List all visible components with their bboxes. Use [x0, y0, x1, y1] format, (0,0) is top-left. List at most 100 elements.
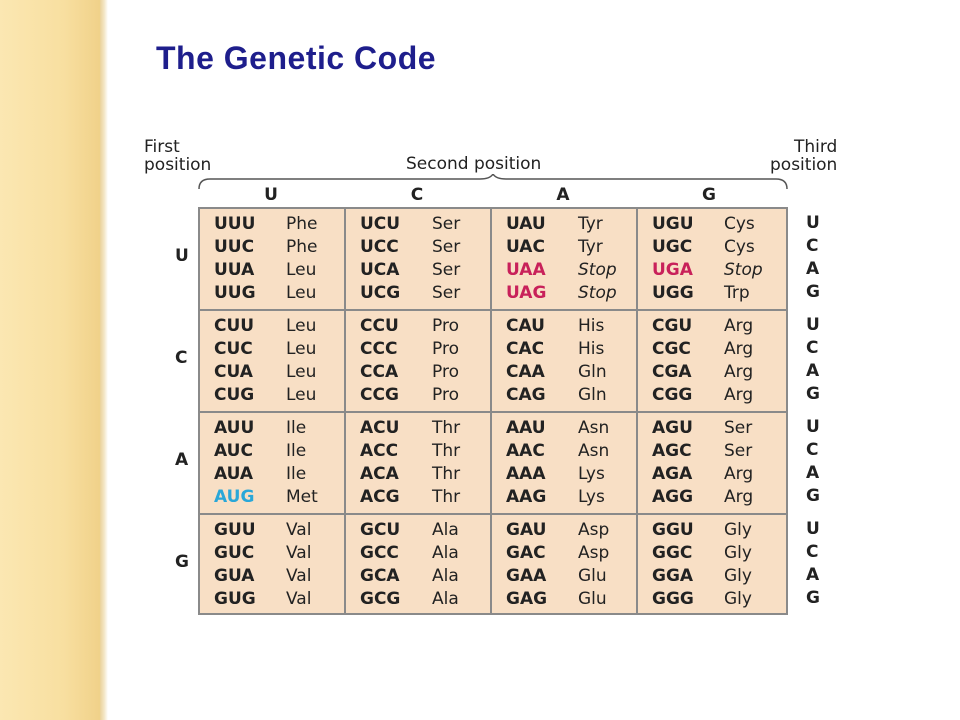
second-position-label-u: U — [264, 185, 278, 205]
amino-acid-thr: Thr — [432, 418, 461, 438]
amino-acid-arg: Arg — [724, 362, 754, 382]
codon-aca: ACA — [360, 464, 399, 484]
codon-ucu: UCU — [360, 214, 401, 234]
amino-acid-ile: Ile — [286, 464, 307, 484]
codon-cell: AUU Ile AUC Ile AUA Ile AUG Met — [200, 413, 344, 513]
amino-acid-trp: Trp — [724, 283, 750, 303]
codon-gca: GCA — [360, 566, 400, 586]
amino-acid-ser: Ser — [432, 237, 461, 257]
row-divider — [200, 513, 786, 515]
third-position-label-c: C — [806, 440, 819, 460]
codon-gcc: GCC — [360, 543, 399, 563]
amino-acid-arg: Arg — [724, 487, 754, 507]
amino-acid-arg: Arg — [724, 464, 754, 484]
amino-acid-arg: Arg — [724, 316, 754, 336]
codon-aua: AUA — [214, 464, 254, 484]
codon-ggg: GGG — [652, 589, 694, 609]
codon-cag: CAG — [506, 385, 546, 405]
codon-table: UUU Phe UUC Phe UUA Leu UUG Leu UCU Ser UCC Ser UCA S… — [198, 207, 788, 615]
first-position-label-c: C — [175, 348, 188, 368]
codon-uca: UCA — [360, 260, 400, 280]
codon-uag: UAG — [506, 283, 547, 303]
codon-ccu: CCU — [360, 316, 399, 336]
second-position-label-c: C — [410, 185, 424, 205]
codon-uuc: UUC — [214, 237, 255, 257]
first-position-label-u: U — [175, 246, 189, 266]
amino-acid-pro: Pro — [432, 316, 459, 336]
amino-acid-leu: Leu — [286, 283, 317, 303]
amino-acid-leu: Leu — [286, 362, 317, 382]
codon-gug: GUG — [214, 589, 256, 609]
codon-uac: UAC — [506, 237, 545, 257]
amino-acid-ala: Ala — [432, 543, 459, 563]
codon-aug: AUG — [214, 487, 255, 507]
codon-agu: AGU — [652, 418, 693, 438]
codon-gaa: GAA — [506, 566, 547, 586]
codon-gga: GGA — [652, 566, 694, 586]
codon-gau: GAU — [506, 520, 547, 540]
third-position-line-1: Third — [793, 137, 838, 157]
codon-acc: ACC — [360, 441, 399, 461]
codon-uaa: UAA — [506, 260, 546, 280]
amino-acid-arg: Arg — [724, 385, 754, 405]
codon-cell: UUU Phe UUC Phe UUA Leu UUG Leu — [200, 209, 344, 309]
codon-cell: UAU Tyr UAC Tyr UAA Stop UAG Stop — [492, 209, 636, 309]
codon-acu: ACU — [360, 418, 400, 438]
first-position-label-g: G — [175, 552, 189, 572]
first-position-line-1: First — [144, 137, 180, 157]
amino-acid-his: His — [578, 316, 605, 336]
amino-acid-asn: Asn — [578, 418, 610, 438]
codon-cell: CAU His CAC His CAA Gln CAG Gln — [492, 311, 636, 411]
codon-cug: CUG — [214, 385, 255, 405]
codon-cau: CAU — [506, 316, 545, 336]
row-divider — [200, 309, 786, 311]
codon-ccg: CCG — [360, 385, 399, 405]
third-position-line-2: position — [770, 155, 838, 175]
first-position-label-a: A — [175, 450, 189, 470]
amino-acid-leu: Leu — [286, 385, 317, 405]
codon-auc: AUC — [214, 441, 253, 461]
amino-acid-leu: Leu — [286, 260, 317, 280]
codon-guu: GUU — [214, 520, 256, 540]
amino-acid-cys: Cys — [724, 214, 755, 234]
amino-acid-val: Val — [286, 589, 312, 609]
slide-side-band — [0, 0, 106, 720]
third-position-label-c: C — [806, 236, 819, 256]
codon-uua: UUA — [214, 260, 255, 280]
third-position-label-a: A — [806, 565, 820, 585]
third-position-label-u: U — [806, 519, 820, 539]
amino-acid-lys: Lys — [578, 487, 605, 507]
codon-aga: AGA — [652, 464, 693, 484]
codon-cell: AGU Ser AGC Ser AGA Arg AGG Arg — [638, 413, 782, 513]
codon-cell: UGU Cys UGC Cys UGA Stop UGG Trp — [638, 209, 782, 309]
codon-cell: AAU Asn AAC Asn AAA Lys AAG Lys — [492, 413, 636, 513]
third-position-label-g: G — [806, 588, 820, 608]
third-position-label-g: G — [806, 282, 820, 302]
third-position-label-u: U — [806, 213, 820, 233]
codon-ucc: UCC — [360, 237, 399, 257]
codon-cell: CUU Leu CUC Leu CUA Leu CUG Leu — [200, 311, 344, 411]
codon-cac: CAC — [506, 339, 545, 359]
amino-acid-thr: Thr — [432, 487, 461, 507]
third-position-label-a: A — [806, 361, 820, 381]
codon-gua: GUA — [214, 566, 255, 586]
amino-acid-ser: Ser — [724, 441, 753, 461]
amino-acid-ser: Ser — [432, 260, 461, 280]
third-position-label-u: U — [806, 417, 820, 437]
amino-acid-stop: Stop — [578, 260, 617, 280]
first-position-line-2: position — [144, 155, 212, 175]
third-position-label-a: A — [806, 463, 820, 483]
second-position-label-g: G — [702, 185, 716, 205]
codon-agg: AGG — [652, 487, 694, 507]
codon-cell: CGU Arg CGC Arg CGA Arg CGG Arg — [638, 311, 782, 411]
amino-acid-gly: Gly — [724, 589, 752, 609]
codon-cell: GUU Val GUC Val GUA Val GUG Val — [200, 515, 344, 615]
codon-gac: GAC — [506, 543, 546, 563]
codon-uga: UGA — [652, 260, 693, 280]
amino-acid-pro: Pro — [432, 339, 459, 359]
codon-uuu: UUU — [214, 214, 256, 234]
amino-acid-gly: Gly — [724, 566, 752, 586]
amino-acid-pro: Pro — [432, 362, 459, 382]
amino-acid-cys: Cys — [724, 237, 755, 257]
codon-cgg: CGG — [652, 385, 693, 405]
